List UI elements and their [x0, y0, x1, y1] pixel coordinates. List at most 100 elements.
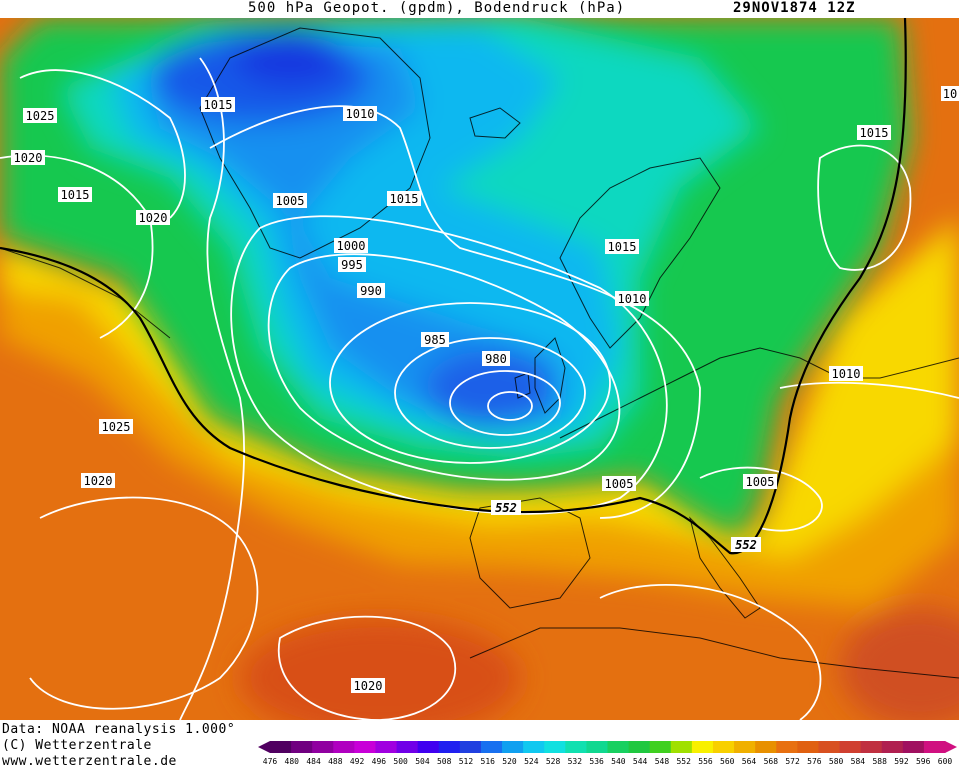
- svg-text:1015: 1015: [608, 240, 637, 254]
- colorbar-swatch: [607, 741, 630, 753]
- colorbar-tick-label: 560: [720, 757, 735, 766]
- colorbar-swatch: [839, 741, 862, 753]
- map-title: 500 hPa Geopot. (gpdm), Bodendruck (hPa): [248, 0, 626, 16]
- colorbar-swatch: [333, 741, 355, 753]
- colorbar-swatch: [312, 741, 334, 753]
- colorbar-swatch: [776, 741, 798, 753]
- svg-text:985: 985: [424, 333, 446, 347]
- field-light-blue: [150, 38, 560, 428]
- colorbar-swatch: [459, 741, 482, 753]
- colorbar-tick-label: 512: [459, 757, 474, 766]
- colorbar-swatches: [258, 741, 957, 753]
- weather-map: 1025 1020 1015 1015 1010 1020 1005 1015 …: [0, 18, 959, 720]
- colorbar-tick-label: 496: [372, 757, 387, 766]
- isobar-label: 1015: [605, 239, 639, 254]
- isobar-label: 995: [338, 257, 366, 272]
- isobar-label: 1015: [201, 97, 235, 112]
- colorbar-tick-label: 564: [742, 757, 757, 766]
- colorbar-swatch: [396, 741, 419, 753]
- colorbar-swatch: [565, 741, 587, 753]
- colorbar-arrow-right: [945, 741, 957, 753]
- isobar-label: 1015: [857, 125, 891, 140]
- colorbar-tick-label: 592: [894, 757, 909, 766]
- colorbar-swatch: [544, 741, 566, 753]
- svg-text:1010: 1010: [346, 107, 375, 121]
- colorbar-swatch: [755, 741, 777, 753]
- colorbar-tick-label: 520: [502, 757, 517, 766]
- svg-text:1005: 1005: [746, 475, 775, 489]
- contour-label: 552: [491, 500, 521, 515]
- isobar-label: 1020: [351, 678, 385, 693]
- colorbar-swatch: [797, 741, 819, 753]
- colorbar-swatch: [375, 741, 398, 753]
- map-datetime: 29NOV1874 12Z: [733, 0, 856, 16]
- svg-text:1010: 1010: [832, 367, 861, 381]
- isobar-label: 1025: [99, 419, 133, 434]
- svg-text:1020: 1020: [14, 151, 43, 165]
- colorbar-tick-label: 596: [916, 757, 931, 766]
- svg-text:1015: 1015: [860, 126, 889, 140]
- svg-text:1005: 1005: [605, 477, 634, 491]
- isobar-label: 980: [482, 351, 510, 366]
- colorbar-tick-label: 568: [764, 757, 779, 766]
- colorbar-swatch: [480, 741, 503, 753]
- colorbar-swatch: [270, 741, 292, 753]
- colorbar-tick-label: 548: [655, 757, 670, 766]
- isobar-label: 1025: [23, 108, 57, 123]
- svg-text:1015: 1015: [390, 192, 419, 206]
- credit-copyright: (C) Wetterzentrale: [2, 738, 152, 753]
- colorbar-tick-label: 528: [546, 757, 561, 766]
- colorbar-swatch: [649, 741, 672, 753]
- field-high-southwest: [240, 618, 520, 720]
- isobar-label: 1010: [615, 291, 649, 306]
- field-blue-low: [425, 350, 555, 426]
- colorbar-swatch: [586, 741, 608, 753]
- colorbar-tick-label: 504: [415, 757, 430, 766]
- isobar-label: 1000: [334, 238, 368, 253]
- coastlines: [0, 27, 959, 679]
- colorbar-tick-label: 524: [524, 757, 539, 766]
- colorbar: 476 480 484 488 492 496 500 504 508 512 516 520 524 5…: [258, 741, 957, 766]
- colorbar-tick-label: 552: [676, 757, 691, 766]
- colorbar-ticks: 476 480 484 488 492 496 500 504 508 512 516 520 524 5…: [263, 757, 953, 766]
- colorbar-tick-label: 588: [872, 757, 887, 766]
- colorbar-swatch: [670, 741, 693, 753]
- colorbar-tick-label: 600: [938, 757, 953, 766]
- credit-data-source: Data: NOAA reanalysis 1.000°: [2, 722, 236, 737]
- svg-text:1000: 1000: [337, 239, 366, 253]
- svg-text:1020: 1020: [84, 474, 113, 488]
- colorbar-swatch: [502, 741, 524, 753]
- svg-text:990: 990: [360, 284, 382, 298]
- svg-text:1005: 1005: [276, 194, 305, 208]
- contour-label-layer: 552 552: [491, 500, 761, 552]
- colorbar-tick-label: 516: [481, 757, 496, 766]
- colorbar-tick-label: 484: [306, 757, 321, 766]
- isobar-label: 1005: [602, 476, 636, 491]
- colorbar-swatch: [354, 741, 376, 753]
- isobar-label: 1005: [743, 474, 777, 489]
- colorbar-swatch: [902, 741, 925, 753]
- colorbar-tick-label: 508: [437, 757, 452, 766]
- colorbar-swatch: [417, 741, 440, 753]
- colorbar-tick-label: 488: [328, 757, 343, 766]
- isobar-label: 1015: [387, 191, 421, 206]
- contour-552: [0, 18, 907, 555]
- colorbar-swatch: [881, 741, 904, 753]
- svg-text:995: 995: [341, 258, 363, 272]
- isobar-label: 1010: [829, 366, 863, 381]
- isobar-label: 1010: [343, 106, 377, 121]
- isobar-label: 1020: [11, 150, 45, 165]
- colorbar-tick-label: 584: [851, 757, 866, 766]
- svg-text:552: 552: [495, 501, 517, 515]
- colorbar-tick-label: 492: [350, 757, 365, 766]
- colorbar-tick-label: 480: [285, 757, 300, 766]
- colorbar-swatch: [523, 741, 545, 753]
- colorbar-tick-label: 580: [829, 757, 844, 766]
- colorbar-tick-label: 532: [568, 757, 583, 766]
- svg-text:1025: 1025: [26, 109, 55, 123]
- colorbar-tick-label: 544: [633, 757, 648, 766]
- colorbar-swatch: [438, 741, 461, 753]
- colorbar-swatch: [691, 741, 714, 753]
- svg-text:1010: 1010: [618, 292, 647, 306]
- colorbar-swatch: [734, 741, 756, 753]
